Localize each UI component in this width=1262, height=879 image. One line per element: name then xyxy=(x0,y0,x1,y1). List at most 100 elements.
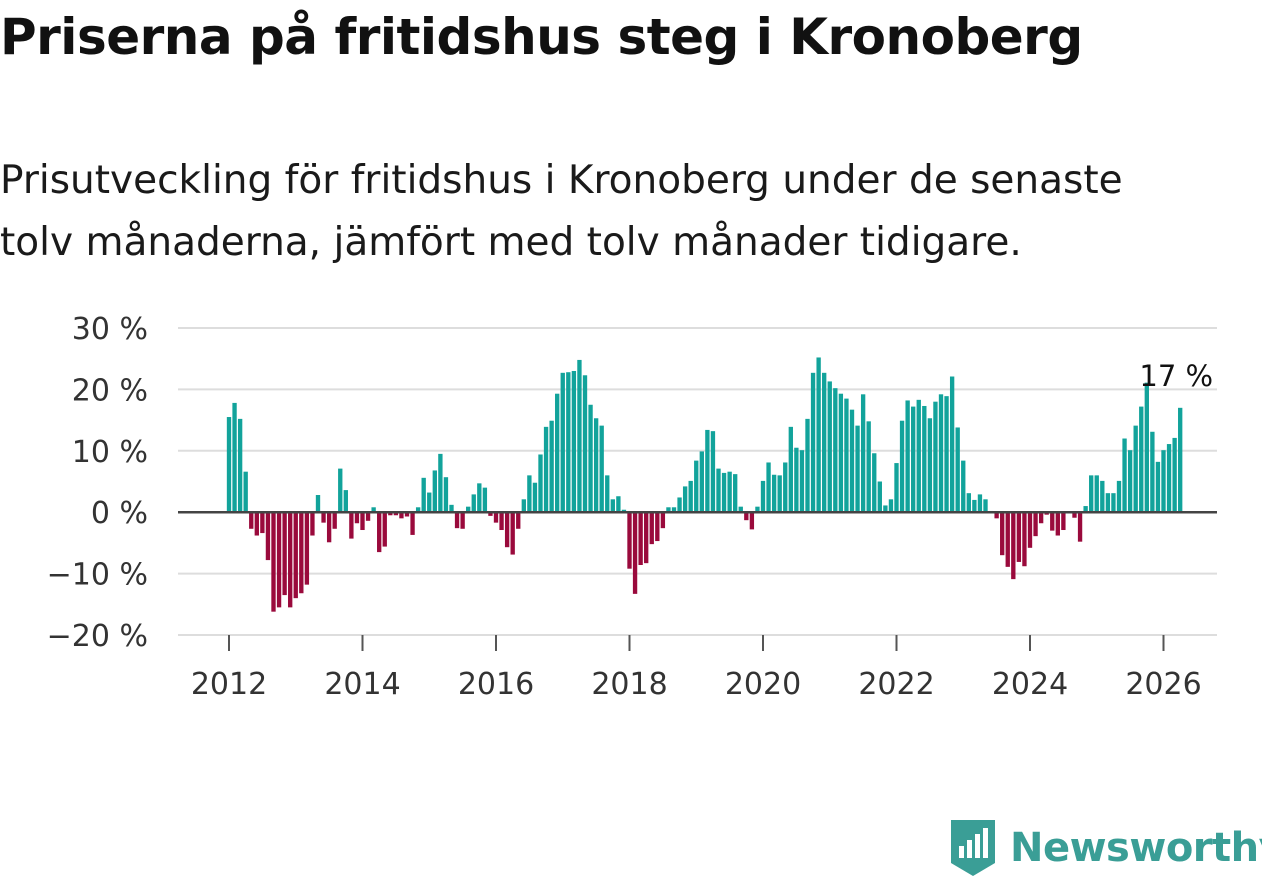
bar xyxy=(354,512,360,524)
bar xyxy=(1139,406,1144,513)
bar xyxy=(944,396,949,513)
bar xyxy=(521,499,526,513)
bar xyxy=(760,480,766,513)
bar xyxy=(371,507,376,513)
bar xyxy=(816,357,821,513)
bar xyxy=(788,426,793,513)
bar xyxy=(1161,450,1166,513)
bar xyxy=(833,388,838,513)
bar xyxy=(477,483,482,513)
bar xyxy=(237,418,243,513)
x-tick-label: 2020 xyxy=(725,667,801,702)
bar xyxy=(899,420,905,513)
bar xyxy=(282,512,287,596)
bar xyxy=(632,512,638,594)
bar xyxy=(894,463,899,513)
x-tick-label: 2024 xyxy=(992,667,1068,702)
bar xyxy=(293,512,298,599)
bar xyxy=(827,381,832,513)
bar xyxy=(493,512,499,523)
bar-chart: −20 %−10 %0 %10 %20 %30 % 2012 2014 2016 20… xyxy=(47,312,1217,702)
bar xyxy=(1038,512,1044,524)
bar xyxy=(404,512,410,517)
bar xyxy=(794,447,799,513)
bar xyxy=(1150,431,1155,513)
bar xyxy=(671,507,677,513)
bar xyxy=(749,512,755,530)
bar xyxy=(855,425,860,513)
bar xyxy=(377,512,382,553)
bar xyxy=(1077,512,1083,542)
bar xyxy=(1000,512,1005,556)
bar xyxy=(660,512,666,529)
bar xyxy=(777,475,782,513)
gridlines xyxy=(178,327,1217,636)
bar xyxy=(527,475,532,513)
bar xyxy=(482,487,488,513)
bar xyxy=(338,468,343,513)
bar xyxy=(343,490,348,513)
bar xyxy=(927,418,933,513)
bar xyxy=(432,470,437,513)
bar xyxy=(738,506,743,513)
bar xyxy=(1089,475,1094,513)
bar xyxy=(805,418,810,513)
bar xyxy=(688,480,693,513)
subtitle-line-2: tolv månaderna, jämfört med tolv månader… xyxy=(0,220,1022,265)
bar xyxy=(1166,444,1172,513)
bar xyxy=(232,402,237,513)
x-tick-label: 2012 xyxy=(191,667,267,702)
bar xyxy=(571,370,577,513)
bar xyxy=(649,512,654,545)
subtitle-line-1: Prisutveckling för fritidshus i Kronober… xyxy=(0,158,1123,203)
bar xyxy=(549,420,554,513)
bar xyxy=(1100,480,1105,513)
bar xyxy=(488,512,493,516)
bar xyxy=(1172,437,1177,513)
y-tick-label: −10 % xyxy=(47,558,148,593)
y-tick-label: 0 % xyxy=(91,496,148,531)
x-tick-label: 2026 xyxy=(1125,667,1201,702)
bar xyxy=(860,394,866,513)
bar xyxy=(360,512,365,531)
bar xyxy=(288,512,293,608)
bar xyxy=(610,499,615,513)
bar xyxy=(933,401,938,513)
bar xyxy=(1122,438,1127,513)
bar xyxy=(872,453,877,513)
bar xyxy=(705,429,710,513)
bar xyxy=(710,431,716,513)
bar xyxy=(955,427,960,513)
bar xyxy=(616,496,621,513)
bar xyxy=(315,495,321,513)
bar xyxy=(471,494,476,513)
bar xyxy=(666,507,671,513)
bar xyxy=(326,512,332,543)
bar xyxy=(771,474,777,513)
bar xyxy=(566,372,571,513)
bar xyxy=(949,376,955,513)
bar xyxy=(799,450,805,513)
annotation-label: 17 % xyxy=(1139,359,1213,393)
bar xyxy=(499,512,504,531)
bar xyxy=(1111,493,1116,513)
bar xyxy=(460,512,465,529)
bar xyxy=(1016,512,1022,562)
bar xyxy=(410,512,415,535)
y-tick-label: 30 % xyxy=(72,312,148,347)
y-tick-label: 20 % xyxy=(72,373,148,408)
bar xyxy=(849,409,855,513)
bar xyxy=(415,507,421,513)
x-tick-label: 2016 xyxy=(458,667,534,702)
bar xyxy=(332,512,337,529)
bar xyxy=(883,505,888,513)
bar xyxy=(243,471,248,513)
bar xyxy=(766,462,771,513)
bar xyxy=(265,512,271,561)
bar xyxy=(1011,512,1016,580)
bar xyxy=(966,493,971,513)
bar xyxy=(1055,512,1060,536)
bar xyxy=(449,504,454,513)
bar xyxy=(466,506,471,513)
bar xyxy=(1061,512,1066,531)
